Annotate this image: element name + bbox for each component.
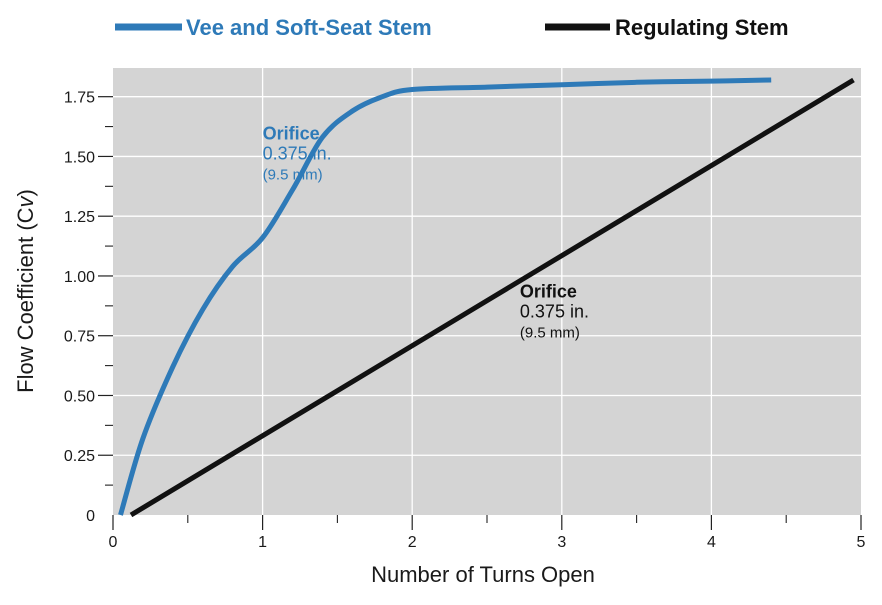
series-lines [118, 77, 855, 518]
annotation-size-in: 0.375 in. [263, 144, 332, 164]
legend-label-vee: Vee and Soft-Seat Stem [186, 15, 432, 40]
x-axis: 0 1 2 3 4 5 [109, 515, 866, 551]
x-tick-label: 5 [857, 534, 866, 551]
y-tick-label: 1.75 [64, 90, 95, 107]
y-tick-label: 1.25 [64, 209, 95, 226]
annotation-size-mm: (9.5 mm) [263, 167, 323, 184]
y-tick-label: 0.25 [64, 448, 95, 465]
y-axis: 0 0.25 0.50 0.75 1.00 1.25 1.50 1.75 [64, 90, 113, 525]
grid [113, 68, 861, 515]
y-tick-label: 1.50 [64, 149, 95, 166]
x-axis-title: Number of Turns Open [371, 562, 595, 587]
annotation-title: Orifice [263, 124, 320, 144]
series-line-vee-soft-seat-stem [118, 77, 772, 516]
x-tick-label: 1 [258, 534, 267, 551]
x-tick-label: 3 [557, 534, 566, 551]
y-axis-title-subscript: v [13, 194, 38, 207]
y-axis-title-main: Flow Coefficient (C [13, 207, 38, 393]
annotation-title: Orifice [520, 281, 577, 301]
annotation-size-in: 0.375 in. [520, 301, 589, 321]
annotation-size-mm: (9.5 mm) [520, 324, 580, 341]
plot-area [113, 68, 861, 515]
y-tick-label: 0.75 [64, 329, 95, 346]
y-tick-label: 0.50 [64, 388, 95, 405]
x-tick-label: 0 [109, 534, 118, 551]
series-line-regulating-stem [129, 77, 855, 518]
x-tick-label: 4 [707, 534, 716, 551]
x-tick-label: 2 [408, 534, 417, 551]
legend: Vee and Soft-Seat Stem Regulating Stem [115, 15, 789, 40]
y-tick-label: 1.00 [64, 269, 95, 286]
y-tick-label: 0 [86, 508, 95, 525]
y-axis-title-close: ) [13, 189, 38, 196]
legend-label-regulating: Regulating Stem [615, 15, 789, 40]
y-axis-title: Flow Coefficient (Cv) [13, 189, 38, 393]
